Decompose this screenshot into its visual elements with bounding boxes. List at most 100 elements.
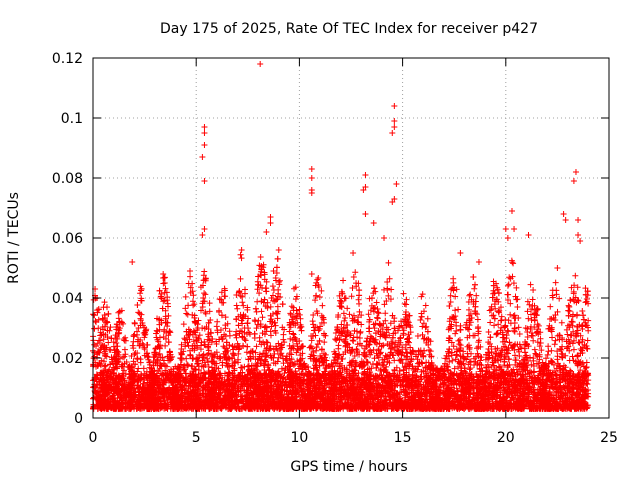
data-point [474,316,481,323]
data-point [584,337,591,344]
data-point [473,292,480,299]
data-point [115,315,122,322]
data-point [137,315,144,322]
data-point [107,324,114,331]
data-point [105,339,112,346]
data-point [206,300,213,307]
data-point [335,345,342,352]
data-point [239,299,246,306]
data-point [474,325,481,332]
data-point [450,275,457,282]
data-point [371,355,378,362]
data-point [350,274,357,281]
data-point [492,366,499,373]
data-point [156,321,163,328]
data-point [382,317,389,324]
data-point [505,291,512,298]
data-point [293,313,300,320]
data-point [505,281,512,288]
data-point [120,354,127,361]
data-point [342,314,349,321]
data-point [131,351,138,358]
data-point [238,255,245,262]
data-point [182,293,189,300]
data-point [268,323,275,330]
data-point [530,286,537,293]
data-point [293,293,300,300]
data-point [525,315,532,322]
data-point [230,351,237,358]
data-point [187,273,194,280]
data-point [267,303,274,310]
data-point [97,332,104,339]
data-point [487,306,494,313]
data-point [556,332,563,339]
data-point [566,357,573,364]
data-point [134,355,141,362]
data-point [251,334,258,341]
data-point [547,303,554,310]
data-point [287,335,294,342]
data-point [505,328,512,335]
data-point [467,291,474,298]
data-point [400,290,407,297]
data-point [558,319,565,326]
data-point [531,317,538,324]
data-point [569,353,576,360]
data-point [288,351,295,358]
data-point [290,304,297,311]
data-point [579,308,586,315]
data-point [156,350,163,357]
data-point [487,319,494,326]
data-point [447,299,454,306]
data-point [205,320,212,327]
data-point [355,319,362,326]
data-point [373,299,380,306]
data-point [253,343,260,350]
data-point [493,331,500,338]
data-point [560,362,567,369]
data-points [90,61,592,412]
data-point [237,251,244,258]
data-point [401,300,408,307]
data-point [456,336,463,343]
data-point [531,346,538,353]
data-point [513,296,520,303]
data-point [262,285,269,292]
data-point [515,324,522,331]
data-point [509,259,516,266]
data-point [466,292,473,299]
data-point [512,352,519,359]
data-point [243,349,250,356]
data-point [196,332,203,339]
data-point [452,330,459,337]
data-point [564,331,571,338]
data-point [453,327,460,334]
data-point [570,346,577,353]
data-point [504,282,511,289]
data-point [259,314,266,321]
data-point [350,337,357,344]
data-point [510,260,517,267]
data-point [558,346,565,353]
data-point [382,310,389,317]
data-point [485,328,492,335]
data-point [570,328,577,335]
data-point [257,254,264,261]
data-point [346,311,353,318]
data-point [528,361,535,368]
data-point [296,324,303,331]
data-point [417,316,424,323]
data-point [183,355,190,362]
data-point [201,290,208,297]
data-point [549,334,556,341]
data-point [404,336,411,343]
data-point [137,359,144,366]
data-point [471,285,478,292]
data-point [537,339,544,346]
data-point [545,343,552,350]
data-point [237,275,244,282]
data-point [182,343,189,350]
data-point [388,286,395,293]
